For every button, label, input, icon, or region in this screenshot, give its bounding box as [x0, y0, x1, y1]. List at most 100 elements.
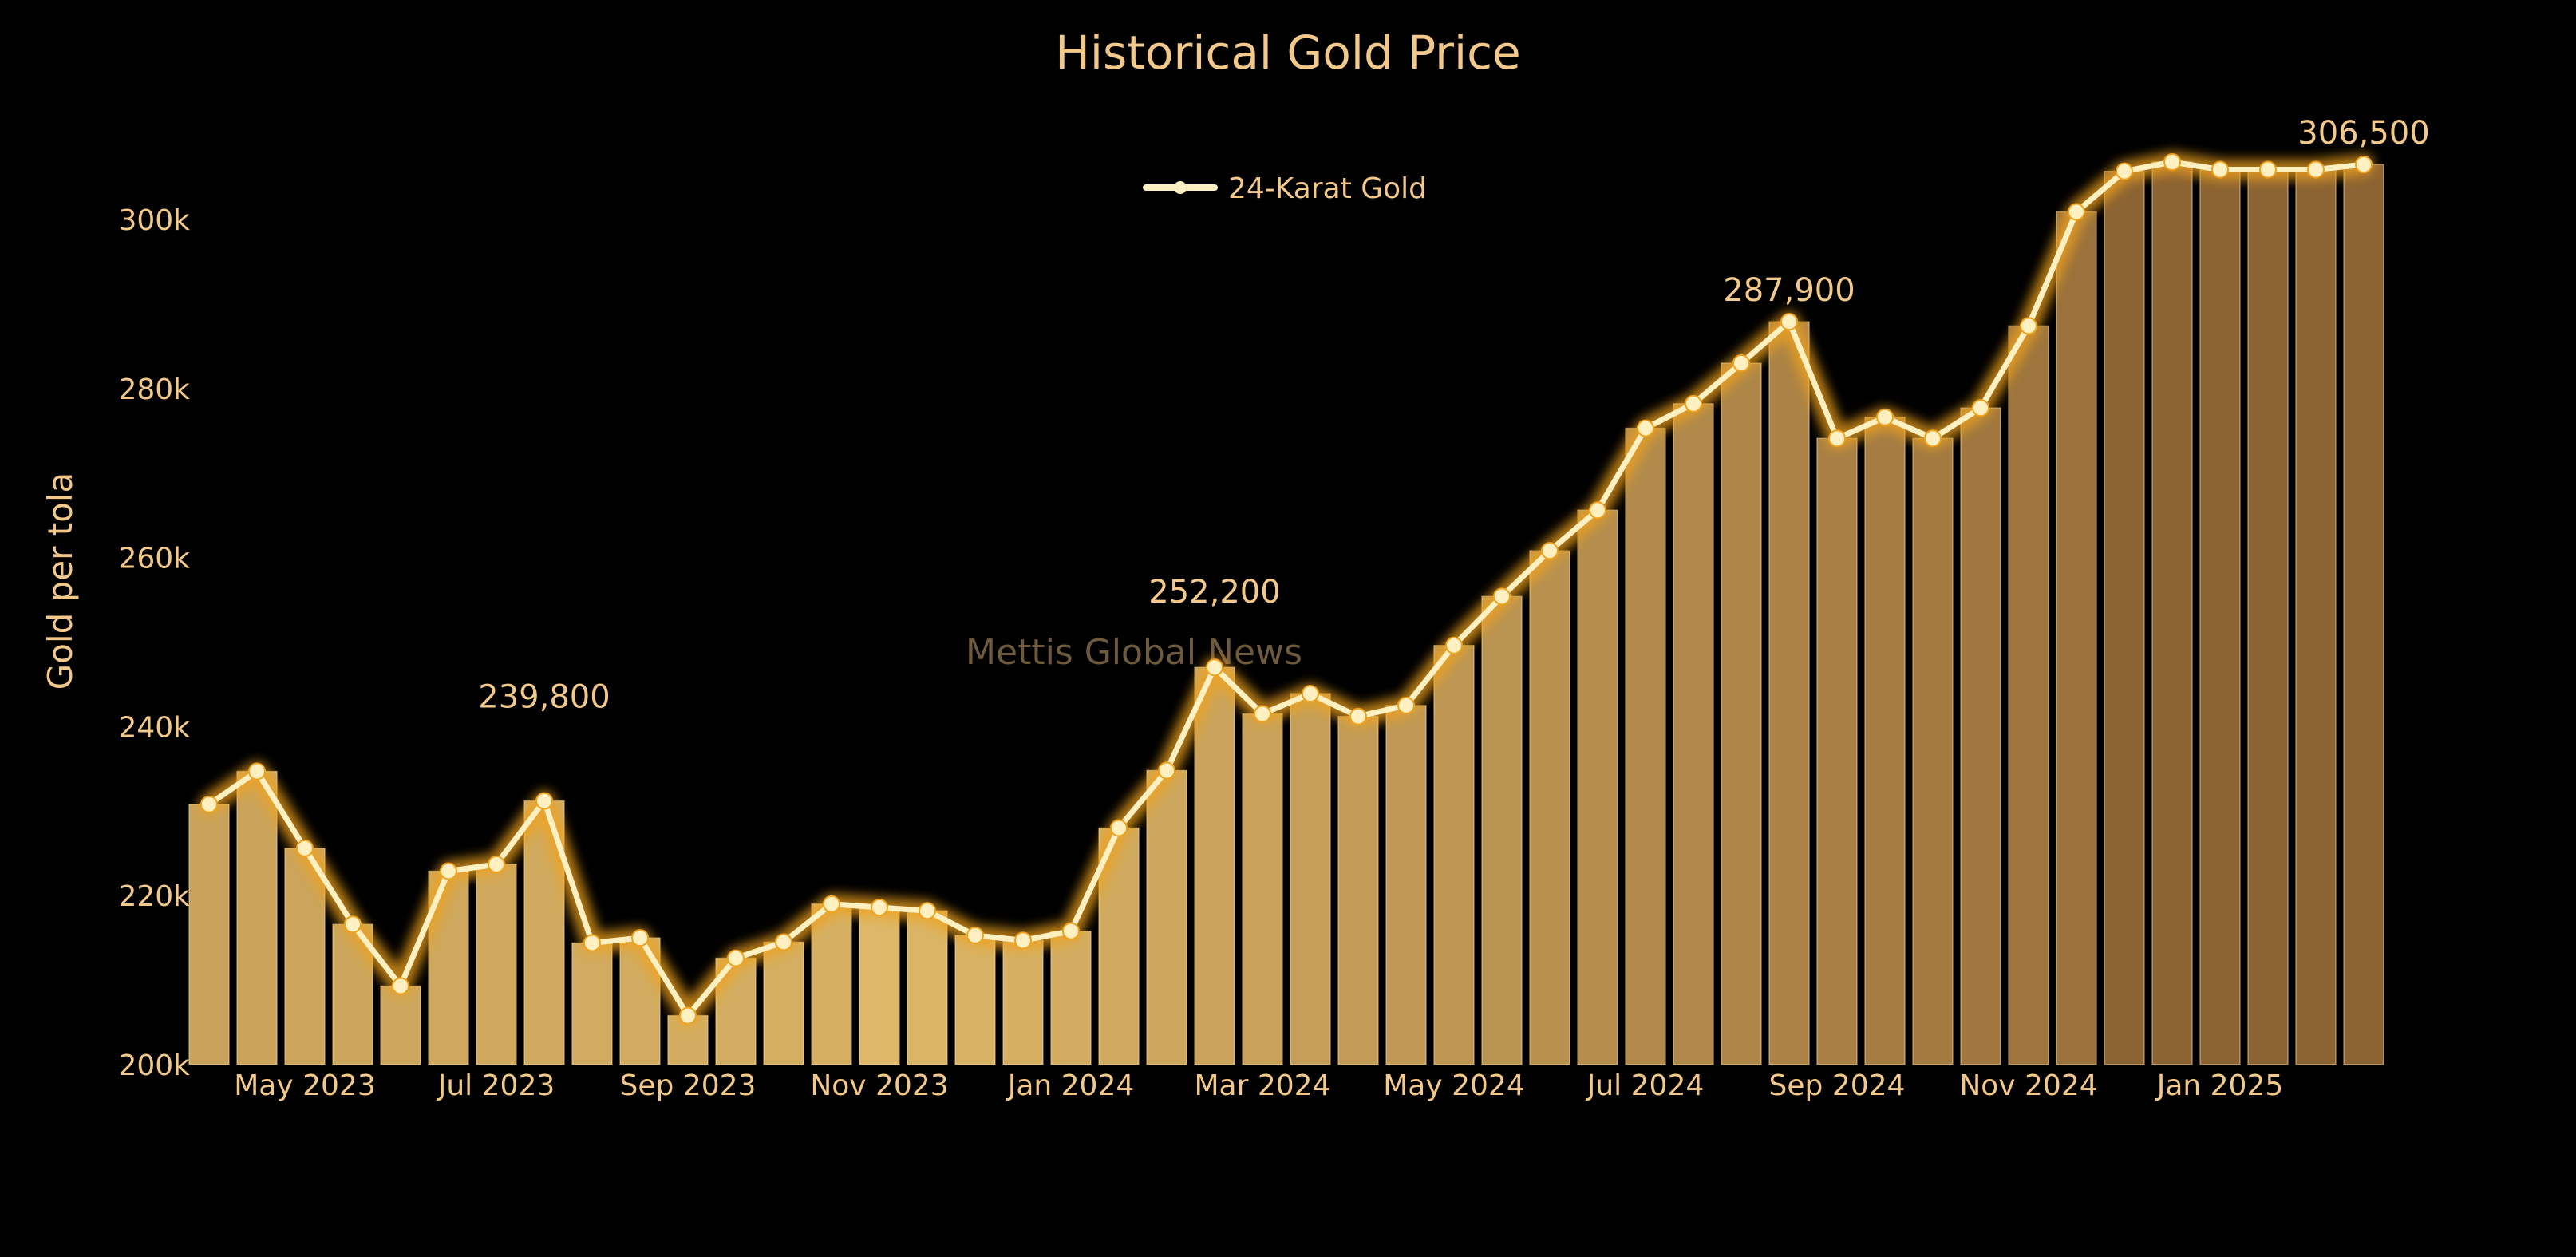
- data-point: [488, 856, 505, 874]
- data-point: [1589, 501, 1606, 520]
- legend-label: 24-Karat Gold: [1228, 172, 1427, 205]
- bar: [1433, 644, 1475, 1065]
- x-tick-label: Sep 2023: [620, 1069, 757, 1102]
- bar: [1290, 693, 1331, 1065]
- bar: [2104, 170, 2145, 1065]
- data-point: [1158, 761, 1175, 780]
- y-tick-label: 280k: [118, 374, 190, 406]
- bar: [1960, 407, 2001, 1065]
- data-point: [1349, 707, 1367, 725]
- bar: [1816, 437, 1858, 1065]
- y-axis: 200k 220k 240k 260k 280k 300k: [118, 204, 190, 1082]
- bar: [907, 910, 948, 1065]
- bar: [763, 941, 804, 1065]
- data-point: [1302, 685, 1319, 703]
- line-series: [200, 152, 2373, 1025]
- bar: [476, 864, 517, 1065]
- data-point: [1876, 408, 1894, 426]
- bar: [1385, 705, 1427, 1065]
- bar: [188, 804, 230, 1065]
- y-tick-label: 200k: [118, 1049, 190, 1082]
- data-point: [966, 926, 984, 944]
- data-point: [2116, 162, 2133, 180]
- data-point: [1972, 399, 1989, 417]
- x-tick-label: Jul 2023: [437, 1069, 555, 1102]
- data-point: [871, 899, 888, 917]
- bar: [1529, 550, 1570, 1065]
- x-tick-label: May 2023: [234, 1069, 376, 1102]
- data-point: [200, 795, 218, 813]
- data-point: [1397, 696, 1415, 714]
- data-point: [775, 933, 792, 951]
- data-point: [1014, 931, 1032, 950]
- y-tick-label: 220k: [118, 880, 190, 913]
- y-tick-label: 240k: [118, 711, 190, 744]
- bar: [859, 907, 900, 1065]
- data-point: [1732, 354, 1750, 373]
- x-tick-label: Jan 2025: [2155, 1069, 2284, 1102]
- y-tick-label: 300k: [118, 204, 190, 237]
- bar: [2199, 168, 2241, 1065]
- series-line: [206, 159, 2367, 1019]
- data-point: [2068, 203, 2085, 221]
- data-point: [296, 839, 314, 857]
- data-point: [1493, 587, 1511, 606]
- annotation-label: 252,200: [1148, 574, 1280, 611]
- data-point: [631, 929, 649, 947]
- bar: [954, 935, 996, 1065]
- annotation-label: 287,900: [1723, 272, 1855, 309]
- bar: [2008, 325, 2049, 1065]
- bar: [571, 942, 613, 1065]
- data-point: [392, 977, 409, 995]
- data-point: [2259, 160, 2277, 179]
- bar: [1864, 417, 1906, 1065]
- bar: [1242, 713, 1283, 1065]
- bar: [1002, 939, 1044, 1065]
- bar: [1912, 437, 1954, 1065]
- annotation-label: 306,500: [2297, 115, 2429, 152]
- data-point: [2307, 160, 2325, 179]
- data-point: [1062, 922, 1080, 940]
- data-point: [1828, 429, 1846, 448]
- bar: [380, 985, 421, 1065]
- data-point: [248, 762, 266, 781]
- watermark: Mettis Global News: [966, 632, 1302, 673]
- data-point: [1254, 705, 1271, 723]
- chart-title: Historical Gold Price: [1055, 26, 1520, 80]
- data-point: [2163, 152, 2181, 171]
- data-point: [1780, 313, 1798, 331]
- data-point: [1637, 419, 1654, 437]
- data-point: [1541, 542, 1559, 560]
- x-tick-label: Sep 2024: [1769, 1069, 1906, 1102]
- bar: [1337, 715, 1379, 1065]
- legend: 24-Karat Gold: [1143, 172, 1427, 205]
- data-point: [344, 915, 362, 934]
- data-point: [2020, 317, 2037, 335]
- bar: [811, 903, 852, 1065]
- data-point: [1110, 819, 1128, 837]
- bar: [2247, 168, 2289, 1065]
- legend-marker-swatch: [1174, 181, 1187, 194]
- bar: [2295, 168, 2337, 1065]
- bar: [1481, 595, 1523, 1065]
- data-point: [679, 1006, 697, 1025]
- x-tick-label: Jul 2024: [1586, 1069, 1705, 1102]
- bar: [1625, 427, 1666, 1065]
- annotations: 239,800 252,200 287,900 306,500: [478, 115, 2429, 715]
- data-point: [1685, 394, 1702, 413]
- data-point: [1206, 658, 1223, 677]
- bar: [2151, 161, 2193, 1065]
- x-tick-label: Jan 2024: [1006, 1069, 1135, 1102]
- bar: [2056, 211, 2097, 1065]
- x-tick-label: Mar 2024: [1195, 1069, 1331, 1102]
- bar: [1721, 362, 1762, 1065]
- bar: [1577, 509, 1618, 1065]
- bar: [236, 770, 278, 1065]
- x-tick-label: Nov 2023: [810, 1069, 948, 1102]
- data-point: [2355, 156, 2373, 174]
- data-point: [1924, 429, 1942, 448]
- data-point: [919, 902, 936, 920]
- bar: [1194, 666, 1235, 1065]
- bar: [2343, 164, 2384, 1065]
- data-point: [440, 862, 457, 880]
